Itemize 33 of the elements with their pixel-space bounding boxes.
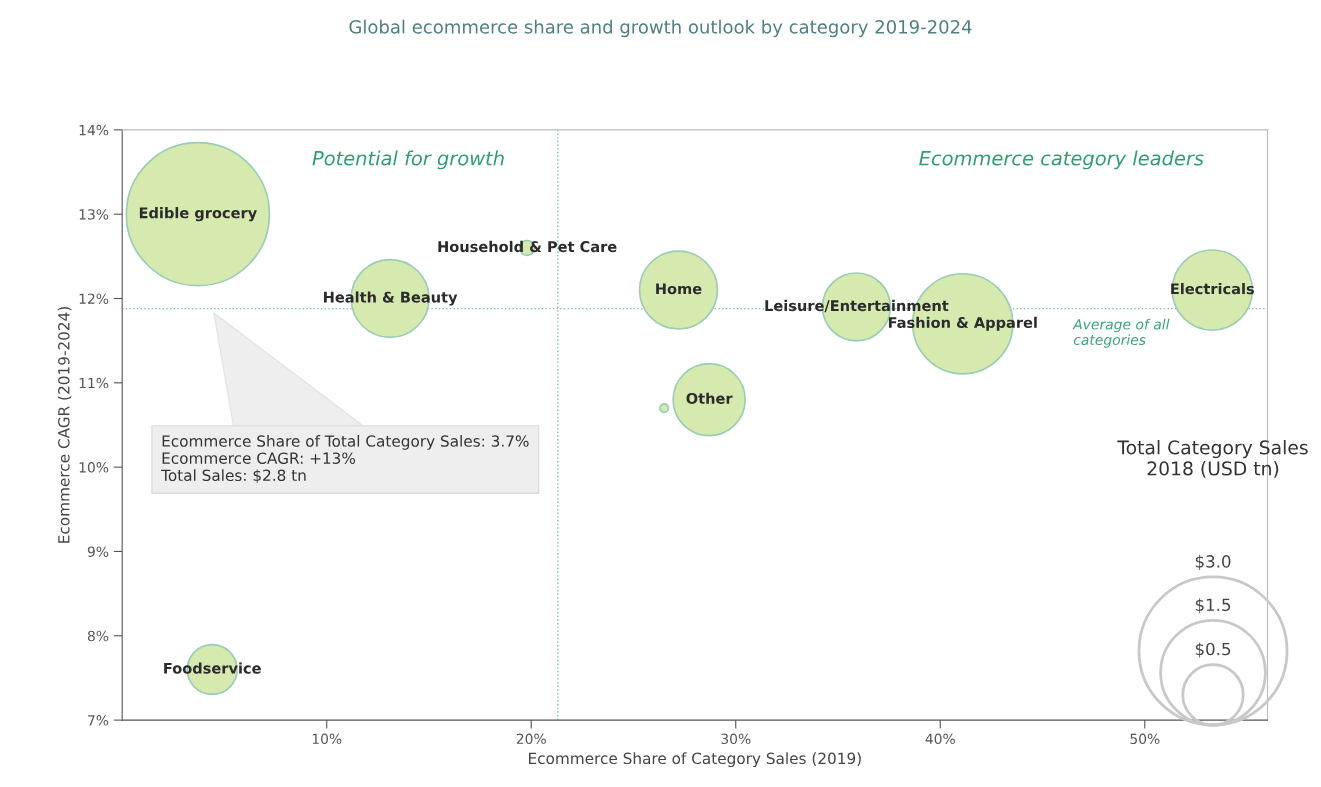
legend-title: Total Category Sales 2018 (USD tn) [1117, 440, 1308, 478]
y-tick-label: 14% [79, 124, 109, 136]
series-label: Other [686, 392, 733, 404]
y-tick-label: 11% [79, 377, 109, 389]
series-label: Home [656, 283, 702, 295]
series-label: Edible grocery [139, 207, 257, 222]
y-tick-label: 9% [87, 546, 109, 557]
legend-label: $0.5 [1195, 642, 1231, 658]
y-tick-label: 12% [79, 293, 109, 304]
x-tick-label: 40% [925, 733, 955, 745]
series-label: Household & Pet Care [438, 240, 617, 253]
x-tick-label: 50% [1130, 733, 1160, 745]
series-label: Electricals [1171, 283, 1254, 295]
y-tick-label: 8% [87, 630, 109, 642]
y-axis-title: Ecommerce CAGR (2019-2024) [57, 307, 72, 543]
annotation: Potential for growth [312, 150, 504, 170]
series-label: Foodservice [164, 662, 261, 674]
x-axis-title: Ecommerce Share of Category Sales (2019) [529, 752, 861, 768]
series-label: Health & Beauty [324, 291, 458, 306]
legend-label: $1.5 [1195, 598, 1231, 614]
x-tick-label: 20% [516, 733, 546, 745]
x-tick-label: 30% [721, 733, 751, 745]
annotation: Ecommerce Share of Total Category Sales: 3.7% Ecommerce CAGR: +13% Total Sales: $2.8 tn [161, 435, 529, 484]
series-label: Leisure/Entertainment [765, 299, 949, 313]
annotation: Ecommerce category leaders [919, 150, 1204, 170]
y-tick-label: 13% [79, 209, 109, 220]
x-tick-label: 10% [312, 733, 342, 745]
chart-title: Global ecommerce share and growth outlook by category 2019-2024 [349, 19, 972, 38]
y-tick-label: 7% [88, 715, 109, 726]
ref-line-label: Average of all categories [1072, 318, 1170, 348]
legend-label: $3.0 [1195, 554, 1231, 570]
y-tick-label: 10% [79, 462, 109, 473]
series-label: Fashion & Apparel [888, 316, 1037, 331]
